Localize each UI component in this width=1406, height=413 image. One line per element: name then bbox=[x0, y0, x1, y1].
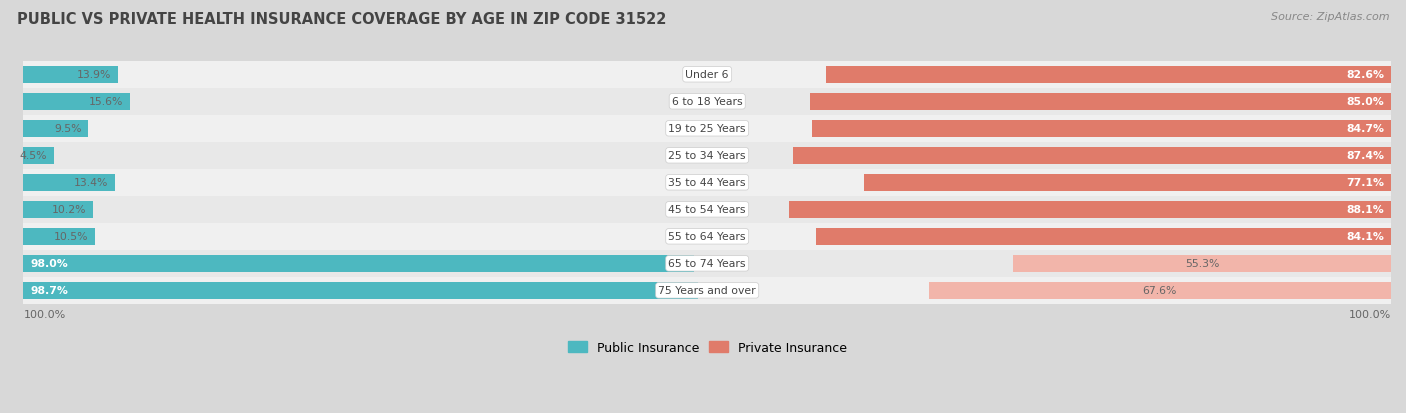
Text: 13.4%: 13.4% bbox=[75, 178, 108, 188]
Bar bbox=[811, 121, 1391, 138]
Text: 13.9%: 13.9% bbox=[77, 70, 111, 80]
Bar bbox=[24, 175, 115, 191]
Text: 75 Years and over: 75 Years and over bbox=[658, 286, 756, 296]
Bar bbox=[24, 196, 1391, 223]
Bar bbox=[24, 250, 1391, 277]
Text: 77.1%: 77.1% bbox=[1346, 178, 1384, 188]
Text: 10.5%: 10.5% bbox=[53, 232, 89, 242]
Bar bbox=[24, 121, 89, 138]
Text: 15.6%: 15.6% bbox=[89, 97, 124, 107]
Bar bbox=[793, 147, 1391, 164]
Text: 88.1%: 88.1% bbox=[1347, 205, 1384, 215]
Bar bbox=[827, 67, 1391, 83]
Text: 55 to 64 Years: 55 to 64 Years bbox=[668, 232, 747, 242]
Text: 10.2%: 10.2% bbox=[52, 205, 86, 215]
Bar bbox=[1012, 255, 1391, 272]
Text: 25 to 34 Years: 25 to 34 Years bbox=[668, 151, 747, 161]
Text: 4.5%: 4.5% bbox=[20, 151, 48, 161]
Text: 9.5%: 9.5% bbox=[53, 124, 82, 134]
Bar bbox=[24, 223, 1391, 250]
Bar bbox=[24, 62, 1391, 89]
Bar bbox=[24, 94, 131, 110]
Text: Under 6: Under 6 bbox=[686, 70, 728, 80]
Text: 55.3%: 55.3% bbox=[1185, 259, 1219, 269]
Bar bbox=[24, 202, 93, 218]
Bar bbox=[929, 282, 1391, 299]
Text: 100.0%: 100.0% bbox=[24, 309, 66, 320]
Text: 19 to 25 Years: 19 to 25 Years bbox=[668, 124, 747, 134]
Text: 67.6%: 67.6% bbox=[1143, 286, 1177, 296]
Bar bbox=[24, 277, 1391, 304]
Bar bbox=[24, 169, 1391, 196]
Text: 98.0%: 98.0% bbox=[31, 259, 67, 269]
Bar bbox=[24, 142, 1391, 169]
Legend: Public Insurance, Private Insurance: Public Insurance, Private Insurance bbox=[562, 336, 852, 359]
Bar bbox=[24, 89, 1391, 116]
Text: 65 to 74 Years: 65 to 74 Years bbox=[668, 259, 747, 269]
Text: 87.4%: 87.4% bbox=[1346, 151, 1384, 161]
Bar bbox=[24, 228, 96, 245]
Bar bbox=[24, 67, 118, 83]
Text: Source: ZipAtlas.com: Source: ZipAtlas.com bbox=[1271, 12, 1389, 22]
Text: 45 to 54 Years: 45 to 54 Years bbox=[668, 205, 747, 215]
Bar bbox=[24, 116, 1391, 142]
Bar bbox=[24, 282, 699, 299]
Text: 35 to 44 Years: 35 to 44 Years bbox=[668, 178, 747, 188]
Bar bbox=[810, 94, 1391, 110]
Text: 6 to 18 Years: 6 to 18 Years bbox=[672, 97, 742, 107]
Bar bbox=[789, 202, 1391, 218]
Bar bbox=[24, 255, 693, 272]
Text: 84.1%: 84.1% bbox=[1347, 232, 1384, 242]
Text: 100.0%: 100.0% bbox=[1348, 309, 1391, 320]
Text: 82.6%: 82.6% bbox=[1346, 70, 1384, 80]
Bar bbox=[24, 147, 55, 164]
Text: PUBLIC VS PRIVATE HEALTH INSURANCE COVERAGE BY AGE IN ZIP CODE 31522: PUBLIC VS PRIVATE HEALTH INSURANCE COVER… bbox=[17, 12, 666, 27]
Bar bbox=[815, 228, 1391, 245]
Text: 84.7%: 84.7% bbox=[1346, 124, 1384, 134]
Text: 98.7%: 98.7% bbox=[31, 286, 67, 296]
Bar bbox=[863, 175, 1391, 191]
Text: 85.0%: 85.0% bbox=[1347, 97, 1384, 107]
